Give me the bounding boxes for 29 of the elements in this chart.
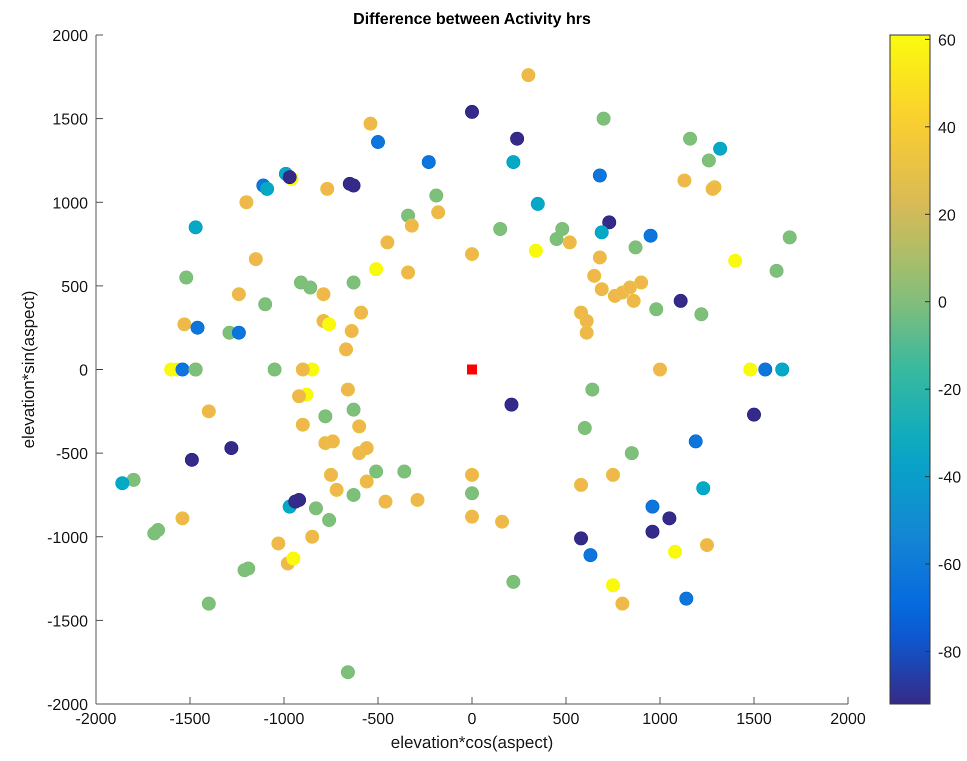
x-tick-label: 2000 — [830, 711, 866, 728]
y-tick-label: 1000 — [52, 195, 88, 212]
y-tick-label: 1500 — [52, 112, 88, 129]
y-tick-label: -500 — [56, 446, 88, 464]
y-tick-label: -1500 — [47, 613, 88, 630]
color-bar-label: -80 — [938, 644, 962, 662]
x-tick-label: -1000 — [264, 711, 305, 728]
y-tick-label: -1000 — [47, 530, 88, 547]
color-bar-label: 0 — [938, 294, 947, 312]
color-bar-label: 20 — [938, 207, 956, 224]
y-tick-label: 0 — [79, 362, 88, 380]
x-tick-label: 1500 — [736, 711, 772, 728]
x-tick-label: -500 — [362, 711, 394, 728]
color-bar-label: -20 — [938, 382, 962, 400]
color-bar-label: -40 — [938, 470, 962, 487]
x-tick-label: 500 — [552, 711, 580, 728]
color-bar-label: 40 — [938, 120, 956, 137]
y-tick-label: 500 — [61, 278, 88, 296]
y-tick-label: -2000 — [47, 697, 88, 714]
x-tick-label: 0 — [468, 711, 477, 728]
x-tick-label: -1500 — [170, 711, 211, 728]
x-axis-title: elevation*cos(aspect) — [390, 733, 554, 752]
y-tick-label: 2000 — [52, 28, 88, 45]
x-tick-label: 1000 — [642, 711, 678, 728]
y-axis-title: elevation*sin(aspect) — [19, 290, 38, 448]
chart-title: Difference between Activity hrs — [353, 11, 591, 28]
color-bar-label: -60 — [938, 557, 962, 574]
color-bar-label: 60 — [938, 32, 956, 50]
x-tick-label: -2000 — [76, 711, 117, 728]
